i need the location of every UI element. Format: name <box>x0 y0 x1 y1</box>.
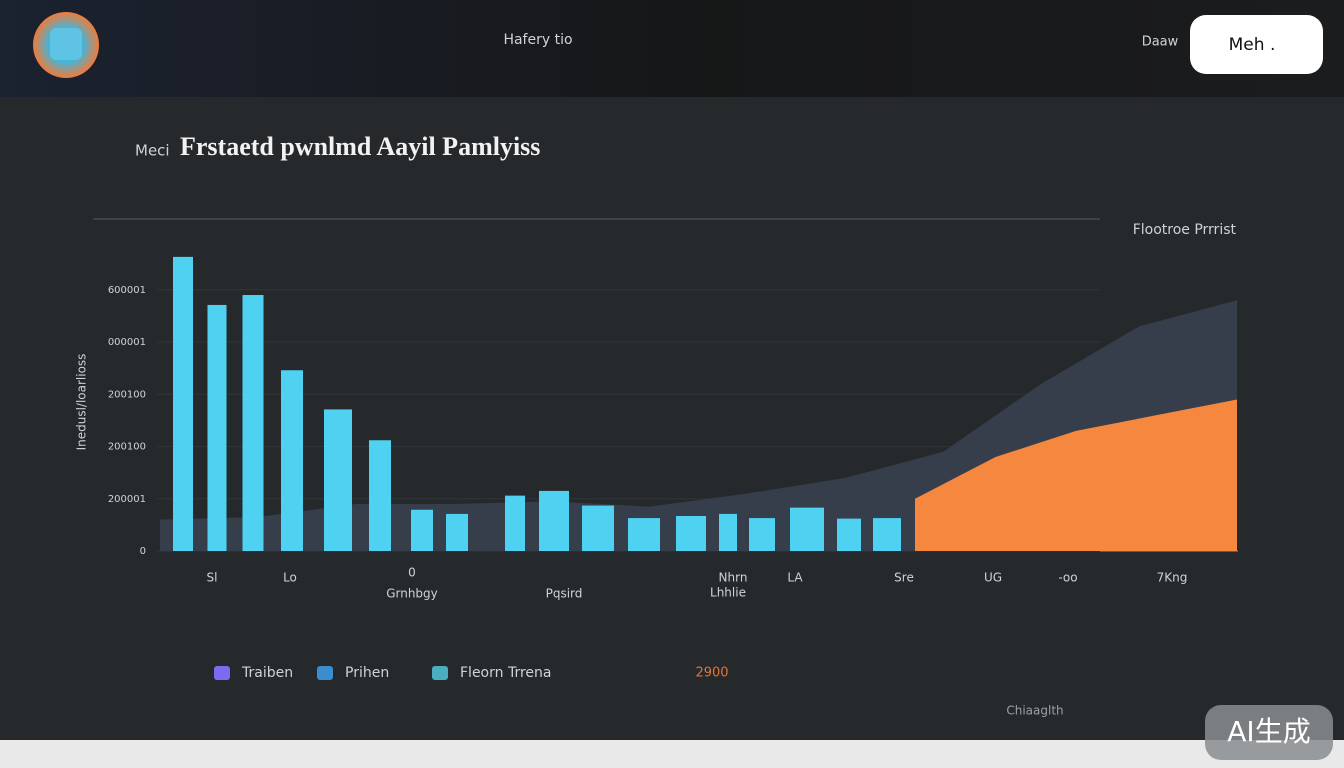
bar <box>873 518 901 551</box>
legend-note: Chiaaglth <box>1006 704 1063 718</box>
x-tick-label: Pqsird <box>546 587 583 601</box>
legend-title: Flootroe Prrrist <box>1133 222 1237 238</box>
bar <box>628 518 660 551</box>
bar <box>719 513 737 551</box>
header-link[interactable]: Daaw <box>1142 35 1179 50</box>
bar <box>539 490 569 551</box>
x-tick-label: LA <box>787 571 803 585</box>
header-button-label: Meh . <box>1229 35 1276 55</box>
legend-item: Prihen <box>345 665 389 681</box>
y-axis-label: Inedusl/loarlioss <box>75 354 89 451</box>
header-button[interactable] <box>1190 15 1323 74</box>
legend-item: Traiben <box>241 665 293 681</box>
x-tick-label: Sl <box>207 571 218 585</box>
bar <box>324 409 352 551</box>
bar <box>790 507 824 551</box>
x-tick-label: Lo <box>283 571 297 585</box>
bar <box>411 509 433 551</box>
watermark-badge <box>1205 705 1333 760</box>
bar <box>505 495 525 551</box>
y-tick-label: 000001 <box>108 337 146 348</box>
x-tick-label: Lhhlie <box>710 586 746 600</box>
chart-subtitle: Meci <box>135 142 170 160</box>
legend-item: Fleorn Trrena <box>460 665 551 681</box>
x-tick-label: UG <box>984 571 1002 585</box>
x-tick-label: -oo <box>1058 571 1077 585</box>
header-title: Hafery tio <box>503 32 572 48</box>
x-tick-label: Grnhbgy <box>386 587 438 601</box>
bar <box>207 304 227 551</box>
legend-value: 2900 <box>695 666 728 681</box>
x-tick-label: 0 <box>408 566 416 580</box>
bar <box>173 256 193 551</box>
legend-icon <box>317 666 333 680</box>
x-tick-label: Nhrn <box>719 571 748 585</box>
x-tick-label: Sre <box>894 571 914 585</box>
chart-title: Frstaetd pwnlmd Aayil Pamlyiss <box>180 132 540 161</box>
bar <box>676 515 706 551</box>
bar <box>446 513 468 551</box>
watermark: AI生成 <box>1227 715 1310 748</box>
bar <box>281 370 303 551</box>
y-tick-label: 200100 <box>108 389 146 400</box>
header <box>0 0 1344 97</box>
bar <box>837 518 861 551</box>
y-tick-label: 200001 <box>108 494 146 505</box>
y-tick-label: 200100 <box>108 442 146 453</box>
bar <box>242 295 264 551</box>
y-tick-label: 600001 <box>108 285 146 296</box>
legend-icon <box>432 666 448 680</box>
area <box>915 399 1237 551</box>
avatar-face <box>50 28 82 60</box>
legend-icon <box>214 666 230 680</box>
bar <box>369 440 391 551</box>
y-tick-label: 0 <box>140 546 146 557</box>
bar <box>582 505 614 551</box>
bar <box>749 518 775 551</box>
x-tick-label: 7Kng <box>1157 571 1188 585</box>
